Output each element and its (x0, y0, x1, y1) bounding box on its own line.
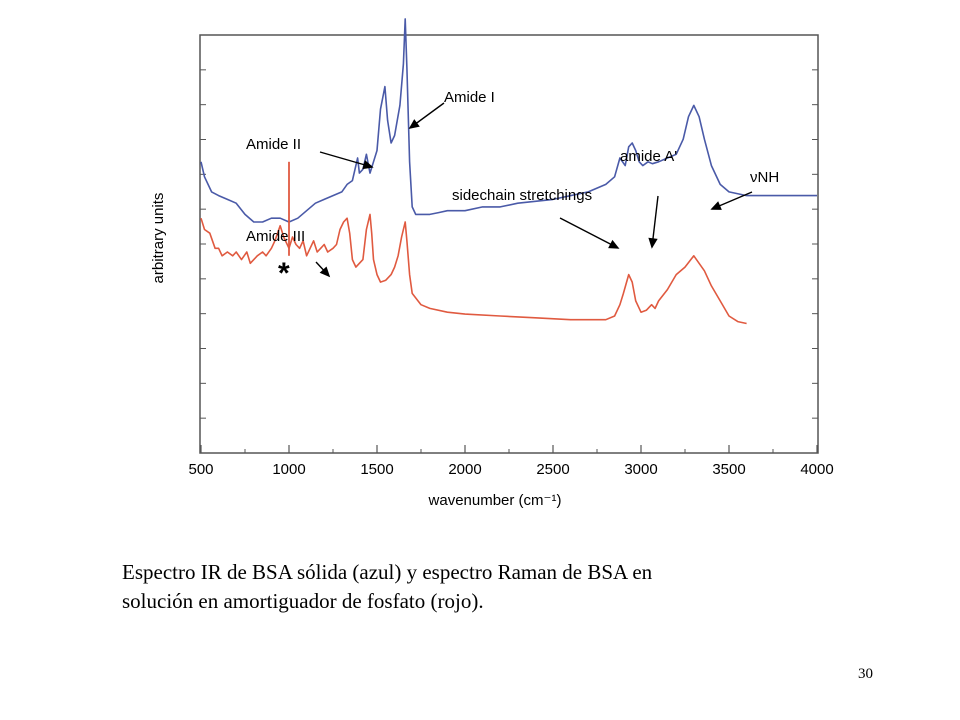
series-line-ir (200, 18, 817, 223)
annotation-amide-ii: Amide II (246, 136, 301, 153)
annotation-asterisk: * (278, 257, 290, 290)
x-axis-tick-labels: 500 1000 1500 2000 2500 3000 3500 4000 (188, 461, 833, 478)
x-tick-label-3500: 3500 (712, 461, 745, 478)
x-tick-label-500: 500 (188, 461, 213, 478)
x-tick-label-2500: 2500 (536, 461, 569, 478)
arrow-amide-i (408, 102, 445, 130)
page-number: 30 (858, 666, 873, 682)
annotation-amide-iii: Amide III (246, 228, 305, 245)
spectrum-chart: 500 1000 1500 2000 2500 3000 3500 4000 wavenumb… (150, 18, 834, 509)
arrow-amide-iii (315, 261, 331, 278)
x-tick-label-1000: 1000 (272, 461, 305, 478)
x-axis-ticks (200, 445, 818, 453)
y-axis-ticks (200, 34, 818, 454)
annotation-amide-a: amide A' (620, 148, 677, 165)
x-axis-label: wavenumber (cm⁻¹) (428, 492, 562, 509)
series-layer (200, 18, 817, 325)
arrow-vnh (710, 191, 753, 210)
x-tick-label-4000: 4000 (800, 461, 833, 478)
figure-caption: Espectro IR de BSA sólida (azul) y espec… (122, 560, 653, 613)
annotation-vnh: νNH (750, 169, 779, 186)
annotation-sidechain: sidechain stretchings (452, 187, 592, 204)
annotation-amide-i: Amide I (444, 89, 495, 106)
annotation-arrows (315, 102, 753, 278)
x-tick-label-2000: 2000 (448, 461, 481, 478)
y-axis-label: arbitrary units (150, 193, 167, 284)
x-tick-label-3000: 3000 (624, 461, 657, 478)
x-tick-label-1500: 1500 (360, 461, 393, 478)
series-line-raman (200, 213, 747, 325)
arrow-amide-ii (319, 151, 374, 170)
arrow-amide-a (648, 195, 659, 249)
arrow-sidechain (559, 217, 620, 249)
annotation-layer: Amide I Amide II Amide III sidechain str… (246, 89, 779, 290)
